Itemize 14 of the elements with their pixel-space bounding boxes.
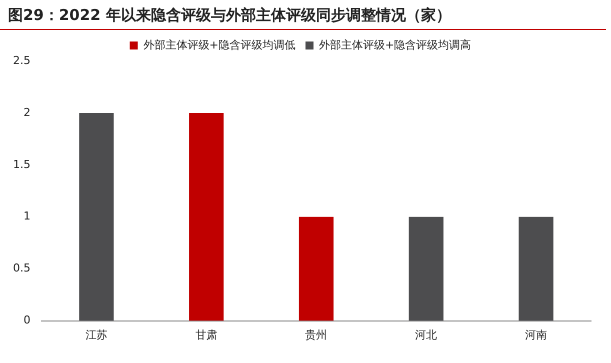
x-tick-label: 河南 bbox=[525, 328, 548, 342]
y-tick-label: 1.5 bbox=[12, 158, 30, 171]
y-tick-label: 2 bbox=[23, 106, 30, 119]
chart-title: 图29：2022 年以来隐含评级与外部主体评级同步调整情况（家） bbox=[0, 0, 606, 30]
y-tick-label: 2.5 bbox=[12, 54, 30, 67]
legend-label: 外部主体评级+隐含评级均调高 bbox=[319, 38, 472, 52]
x-tick-label: 甘肃 bbox=[195, 328, 218, 342]
legend-label: 外部主体评级+隐含评级均调低 bbox=[143, 38, 296, 52]
x-tick-label: 河北 bbox=[415, 328, 438, 342]
y-tick-label: 1 bbox=[23, 210, 30, 223]
x-tick-label: 贵州 bbox=[305, 328, 328, 342]
y-tick-label: 0.5 bbox=[12, 262, 30, 275]
y-tick-label: 0 bbox=[23, 314, 30, 327]
x-tick-label: 江苏 bbox=[85, 328, 108, 342]
